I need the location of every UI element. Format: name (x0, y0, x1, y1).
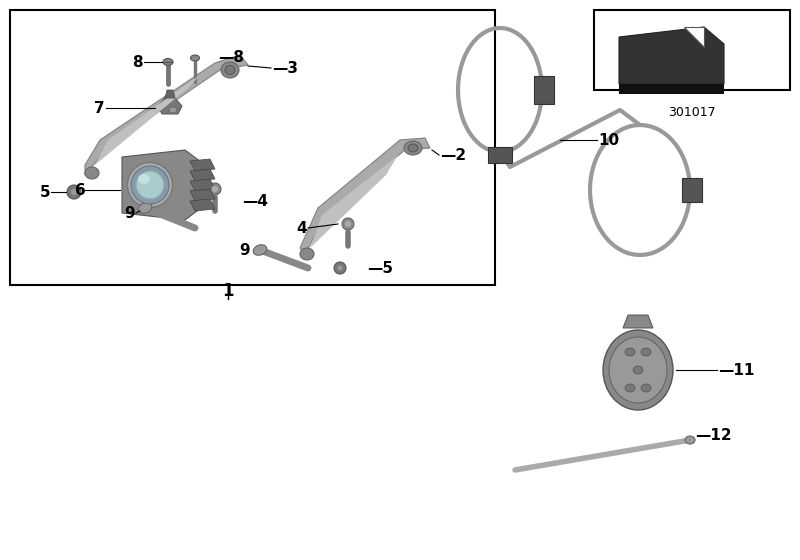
Polygon shape (623, 315, 653, 328)
Polygon shape (190, 179, 215, 191)
Ellipse shape (138, 203, 152, 213)
Ellipse shape (254, 245, 266, 255)
Ellipse shape (408, 144, 418, 152)
Polygon shape (190, 169, 215, 181)
Ellipse shape (211, 185, 218, 193)
Polygon shape (190, 159, 215, 171)
Polygon shape (300, 138, 430, 255)
Text: 10: 10 (598, 133, 619, 147)
Polygon shape (684, 27, 704, 47)
Polygon shape (619, 84, 724, 94)
Ellipse shape (337, 265, 343, 271)
Text: 4: 4 (296, 221, 307, 236)
Ellipse shape (67, 185, 81, 199)
Text: 7: 7 (94, 100, 105, 115)
Polygon shape (190, 189, 215, 201)
Ellipse shape (633, 366, 643, 374)
Text: —11: —11 (718, 362, 754, 377)
Text: —3: —3 (272, 60, 298, 76)
Text: 1: 1 (222, 282, 234, 300)
Ellipse shape (136, 171, 164, 199)
Polygon shape (583, 325, 598, 415)
Text: —8: —8 (218, 49, 244, 64)
Polygon shape (122, 150, 205, 220)
Ellipse shape (625, 384, 635, 392)
Ellipse shape (609, 337, 667, 403)
Text: —2: —2 (440, 147, 466, 162)
Ellipse shape (404, 141, 422, 155)
Ellipse shape (641, 348, 651, 356)
Ellipse shape (641, 384, 651, 392)
Bar (488, 147, 512, 163)
Text: 5: 5 (39, 184, 50, 199)
Ellipse shape (300, 248, 314, 260)
Ellipse shape (345, 221, 351, 227)
Ellipse shape (70, 189, 78, 195)
Text: 9: 9 (239, 242, 250, 258)
Bar (10, 10, 495, 285)
Text: —12: —12 (695, 427, 732, 442)
Ellipse shape (209, 183, 221, 195)
Ellipse shape (138, 174, 150, 184)
Polygon shape (619, 27, 724, 84)
Text: —4: —4 (242, 194, 268, 208)
Polygon shape (190, 199, 215, 211)
Polygon shape (158, 98, 182, 114)
Polygon shape (95, 75, 200, 165)
Ellipse shape (190, 55, 199, 61)
Ellipse shape (603, 330, 673, 410)
Ellipse shape (131, 166, 169, 204)
Ellipse shape (625, 348, 635, 356)
Polygon shape (310, 155, 398, 248)
Ellipse shape (334, 262, 346, 274)
Ellipse shape (685, 436, 695, 444)
Ellipse shape (225, 66, 235, 74)
Text: 301017: 301017 (668, 106, 716, 119)
Ellipse shape (127, 162, 173, 208)
Bar (682, 178, 702, 202)
Bar (534, 76, 554, 104)
Polygon shape (165, 90, 175, 98)
Bar (594, 10, 790, 90)
Ellipse shape (163, 58, 173, 66)
Text: 9: 9 (124, 206, 135, 221)
Ellipse shape (342, 218, 354, 230)
Ellipse shape (221, 62, 239, 78)
Text: 6: 6 (75, 183, 86, 198)
Text: —5: —5 (367, 260, 393, 276)
Polygon shape (85, 55, 248, 175)
Text: 8: 8 (132, 54, 143, 69)
Ellipse shape (85, 167, 99, 179)
Ellipse shape (169, 107, 177, 113)
